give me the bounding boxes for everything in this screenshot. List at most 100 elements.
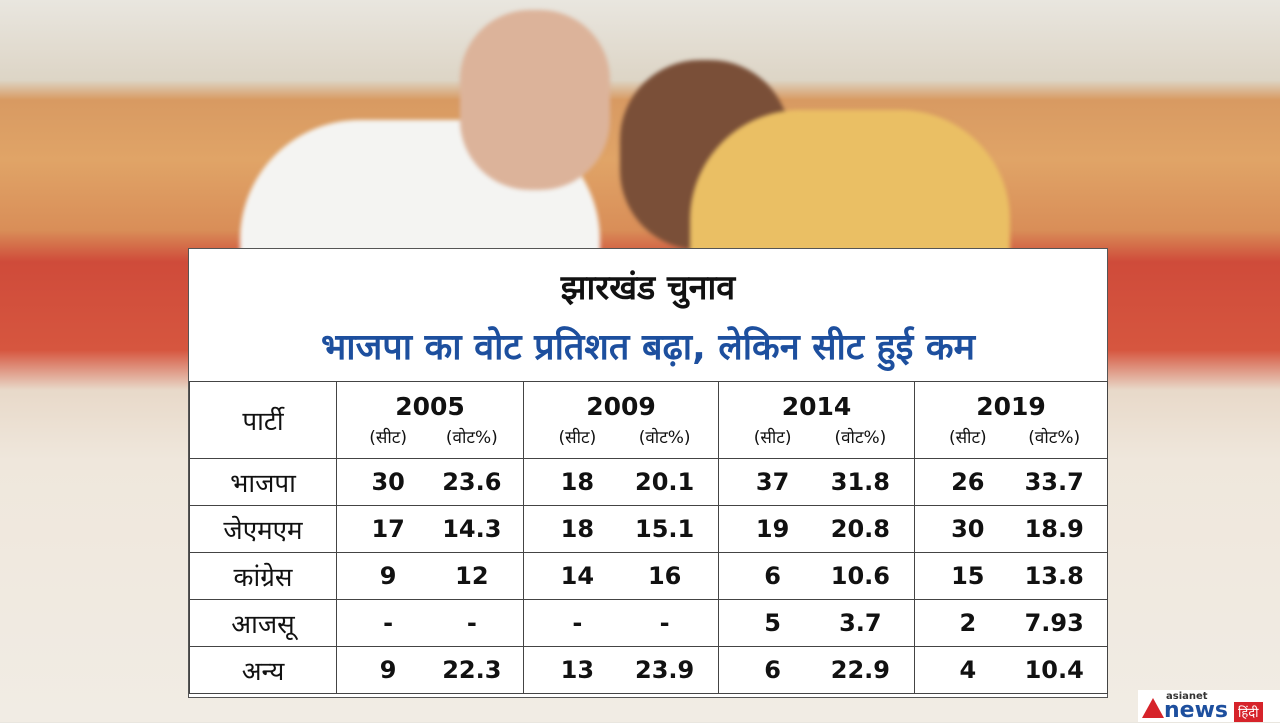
seats: 18 [560,515,595,543]
year-cell: 14 16 [523,552,719,600]
vote-percent: 20.1 [635,468,695,496]
vote-percent: 13.8 [1024,562,1084,590]
table-body: पार्टी 2005 (सीट) (वोट%) 2009 (सीट) (वोट%) 2014… [189,381,1108,694]
photo-figure [460,10,610,190]
sub-header: (वोट%) [638,427,691,448]
sub-header: (सीट) [948,427,987,448]
year: 2005 [395,391,465,421]
seats: 26 [951,468,985,496]
seats: 30 [951,515,985,543]
sub-header: (सीट) [369,427,408,448]
seats: - [383,609,394,637]
vote-percent: 10.4 [1024,656,1084,684]
vote-percent: 15.1 [635,515,695,543]
vote-percent: 14.3 [442,515,502,543]
vote-percent: - [466,609,477,637]
year-cell: 13 23.9 [523,646,719,694]
seats: - [572,609,583,637]
seats: 6 [764,562,781,590]
year-cell: 37 31.8 [718,458,915,506]
year-header: 2019 (सीट) (वोट%) [914,381,1108,459]
header-row: पार्टी 2005 (सीट) (वोट%) 2009 (सीट) (वोट%) 2014… [189,381,1108,459]
seats: 6 [764,656,781,684]
logo: asianet news हिंदी [1138,690,1280,723]
data-row: कांग्रेस 9 12 14 16 6 10.6 15 13.8 [189,552,1108,600]
year: 2009 [586,391,656,421]
logo-icon [1142,698,1164,718]
seats: 2 [959,609,977,637]
seats: 9 [379,656,397,684]
seats: 37 [755,468,790,496]
seats: 9 [379,562,397,590]
vote-percent: 12 [455,562,489,590]
sub-header: (सीट) [753,427,792,448]
party-name: आजसू [189,599,337,647]
logo-lang: हिंदी [1234,702,1263,722]
vote-percent: 33.7 [1024,468,1084,496]
vote-percent: 22.3 [442,656,502,684]
year: 2014 [781,391,852,421]
vote-percent: 23.6 [442,468,502,496]
logo-name: news [1164,698,1229,723]
sub-header: (वोट%) [445,427,498,448]
party-name: कांग्रेस [189,552,337,600]
year-cell: 15 13.8 [914,552,1108,600]
vote-percent: 23.9 [635,656,695,684]
photo-figure [690,110,1010,260]
vote-percent: 22.9 [830,656,890,684]
vote-percent: 10.6 [830,562,890,590]
seats: 17 [371,515,405,543]
year-header: 2014 (सीट) (वोट%) [718,381,915,459]
seats: 30 [371,468,405,496]
vote-percent: 20.8 [830,515,890,543]
year-cell: 18 15.1 [523,505,719,553]
seats: 4 [959,656,977,684]
party-name: जेएमएम [189,505,337,553]
subtitle: भाजपा का वोट प्रतिशत बढ़ा, लेकिन सीट हुई… [320,327,976,368]
results-table: पार्टी 2005 (सीट) (वोट%) 2009 (सीट) (वोट%) 2014… [189,381,1108,694]
year-cell: 6 22.9 [718,646,915,694]
party-header: पार्टी [189,381,337,459]
logo-brand: asianet [1166,691,1208,702]
seats: 5 [764,609,781,637]
sub-header: (वोट%) [834,427,887,448]
data-row: जेएमएम 17 14.3 18 15.1 19 20.8 30 18.9 [189,505,1108,553]
year-cell: 19 20.8 [718,505,915,553]
title: झारखंड चुनाव [560,268,736,308]
vote-percent: 18.9 [1024,515,1084,543]
year-cell: 9 22.3 [336,646,524,694]
year-header: 2009 (सीट) (वोट%) [523,381,719,459]
vote-percent: 16 [647,562,682,590]
vote-percent: 31.8 [830,468,890,496]
year-cell: 30 23.6 [336,458,524,506]
sub-header: (सीट) [558,427,597,448]
table-panel: झारखंड चुनाव भाजपा का वोट प्रतिशत बढ़ा, … [188,248,1108,698]
seats: 13 [560,656,595,684]
seats: 14 [560,562,595,590]
vote-percent: 3.7 [839,609,882,637]
year-cell: -- [523,599,719,647]
data-row: आजसू - - - -5 3.7 2 7.93 [189,599,1108,647]
year-cell: 17 14.3 [336,505,524,553]
vote-percent: 7.93 [1024,609,1084,637]
year-cell: 30 18.9 [914,505,1108,553]
party-name: भाजपा [189,458,337,506]
year-header: 2005 (सीट) (वोट%) [336,381,524,459]
seats: 18 [560,468,595,496]
seats: 15 [951,562,985,590]
vote-percent: - [659,609,670,637]
year-cell: 9 12 [336,552,524,600]
year-cell: -- [336,599,524,647]
party-name: अन्य [189,646,337,694]
year-cell: 6 10.6 [718,552,915,600]
data-row: अन्य 9 22.3 13 23.9 6 22.9 4 10.4 [189,646,1108,694]
data-row: भाजपा 30 23.6 18 20.1 37 31.8 26 33.7 [189,458,1108,506]
year-cell: 2 7.93 [914,599,1108,647]
seats: 19 [755,515,790,543]
year-cell: 18 20.1 [523,458,719,506]
year: 2019 [976,391,1046,421]
year-cell: 4 10.4 [914,646,1108,694]
sub-header: (वोट%) [1028,427,1081,448]
year-cell: 5 3.7 [718,599,915,647]
